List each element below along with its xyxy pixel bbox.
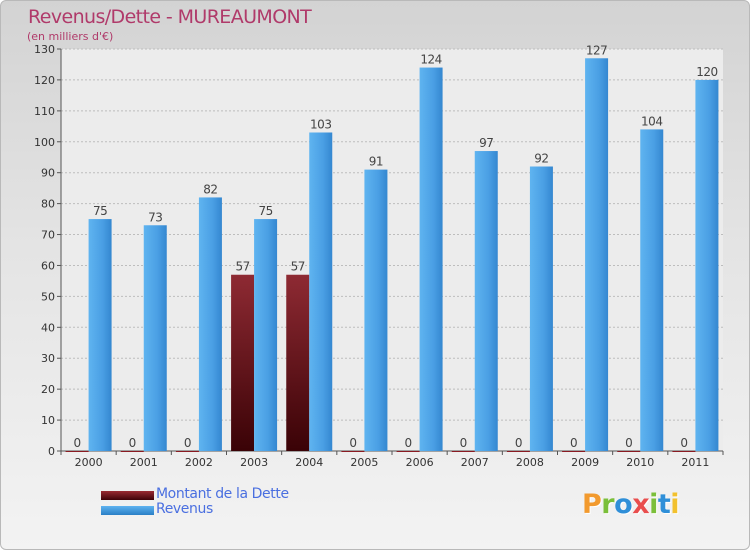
debt-bar xyxy=(286,274,310,451)
debt-data-label: 0 xyxy=(515,436,522,450)
y-tick-label: 70 xyxy=(41,229,55,242)
x-tick-label: 2009 xyxy=(571,456,599,469)
logo-letter: o xyxy=(614,489,633,520)
debt-bar xyxy=(617,451,641,452)
plot-area xyxy=(61,49,723,451)
revenue-bar xyxy=(695,79,719,451)
x-tick-label: 2004 xyxy=(295,456,323,469)
debt-bar xyxy=(175,451,199,452)
debt-bar xyxy=(562,451,586,452)
legend-label-revenue: Revenus xyxy=(156,501,213,517)
revenue-bar xyxy=(474,151,498,452)
revenue-data-label: 127 xyxy=(586,43,607,57)
revenue-bar xyxy=(198,197,222,451)
logo-letter: r xyxy=(601,489,615,520)
debt-bar xyxy=(120,451,144,452)
legend-swatch-debt xyxy=(101,491,154,500)
debt-bar xyxy=(231,274,255,451)
debt-data-label: 0 xyxy=(460,436,467,450)
debt-bar xyxy=(672,451,696,452)
y-tick-label: 110 xyxy=(34,105,55,118)
revenue-bar xyxy=(143,225,167,451)
y-tick-label: 130 xyxy=(34,43,55,56)
revenue-bar xyxy=(585,58,609,452)
debt-data-label: 0 xyxy=(680,436,687,450)
revenue-bar xyxy=(640,129,664,451)
y-tick-label: 100 xyxy=(34,136,55,149)
logo-letter: x xyxy=(632,489,650,520)
revenue-bar xyxy=(309,132,333,451)
revenue-data-label: 75 xyxy=(93,204,107,218)
debt-data-label: 0 xyxy=(129,436,136,450)
revenue-data-label: 73 xyxy=(148,210,162,224)
debt-bar xyxy=(65,451,89,452)
legend-swatch-revenue xyxy=(101,506,154,515)
legend-label-debt: Montant de la Dette xyxy=(156,486,289,502)
y-tick-label: 0 xyxy=(48,445,55,458)
revenue-data-label: 75 xyxy=(258,204,272,218)
debt-data-label: 0 xyxy=(74,436,81,450)
revenue-data-label: 97 xyxy=(479,136,493,150)
debt-bar xyxy=(396,451,420,452)
revenue-bar xyxy=(529,166,553,451)
x-tick-label: 2008 xyxy=(516,456,544,469)
x-tick-label: 2010 xyxy=(626,456,654,469)
revenue-data-label: 104 xyxy=(641,114,662,128)
debt-data-label: 0 xyxy=(570,436,577,450)
y-tick-label: 60 xyxy=(41,259,55,272)
debt-bar xyxy=(341,451,365,452)
y-tick-label: 10 xyxy=(41,414,55,427)
x-tick-label: 2001 xyxy=(130,456,158,469)
revenue-data-label: 82 xyxy=(203,182,217,196)
y-tick-label: 20 xyxy=(41,383,55,396)
logo-letter: i xyxy=(649,489,658,520)
logo-letter: i xyxy=(670,489,680,520)
y-tick-label: 50 xyxy=(41,290,55,303)
revenue-bar xyxy=(88,219,112,451)
logo-letter: t xyxy=(657,489,671,520)
x-tick-label: 2011 xyxy=(681,456,709,469)
revenue-data-label: 92 xyxy=(534,152,548,166)
debt-data-label: 0 xyxy=(405,436,412,450)
x-tick-label: 2000 xyxy=(75,456,103,469)
x-tick-label: 2006 xyxy=(406,456,434,469)
proxiti-logo: Proxiti xyxy=(582,489,680,520)
debt-data-label: 0 xyxy=(184,436,191,450)
y-tick-label: 80 xyxy=(41,198,55,211)
chart-subtitle: (en milliers d'€) xyxy=(27,30,114,43)
debt-data-label: 57 xyxy=(235,260,249,274)
revenue-data-label: 91 xyxy=(369,155,383,169)
x-tick-label: 2005 xyxy=(350,456,378,469)
logo-letter: P xyxy=(582,489,602,520)
chart-title: Revenus/Dette - MUREAUMONT xyxy=(28,6,312,28)
debt-data-label: 0 xyxy=(349,436,356,450)
revenue-bar xyxy=(254,219,278,451)
revenue-data-label: 120 xyxy=(696,65,717,79)
x-tick-label: 2002 xyxy=(185,456,213,469)
revenue-data-label: 124 xyxy=(420,53,441,67)
x-tick-label: 2007 xyxy=(461,456,489,469)
revenue-data-label: 103 xyxy=(310,117,331,131)
debt-bar xyxy=(506,451,530,452)
y-tick-label: 120 xyxy=(34,74,55,87)
debt-bar xyxy=(451,451,475,452)
y-tick-label: 90 xyxy=(41,167,55,180)
y-tick-label: 40 xyxy=(41,321,55,334)
debt-data-label: 0 xyxy=(625,436,632,450)
revenue-bar xyxy=(364,169,388,451)
y-tick-label: 30 xyxy=(41,352,55,365)
debt-data-label: 57 xyxy=(291,260,305,274)
x-tick-label: 2003 xyxy=(240,456,268,469)
revenue-bar xyxy=(419,67,443,452)
